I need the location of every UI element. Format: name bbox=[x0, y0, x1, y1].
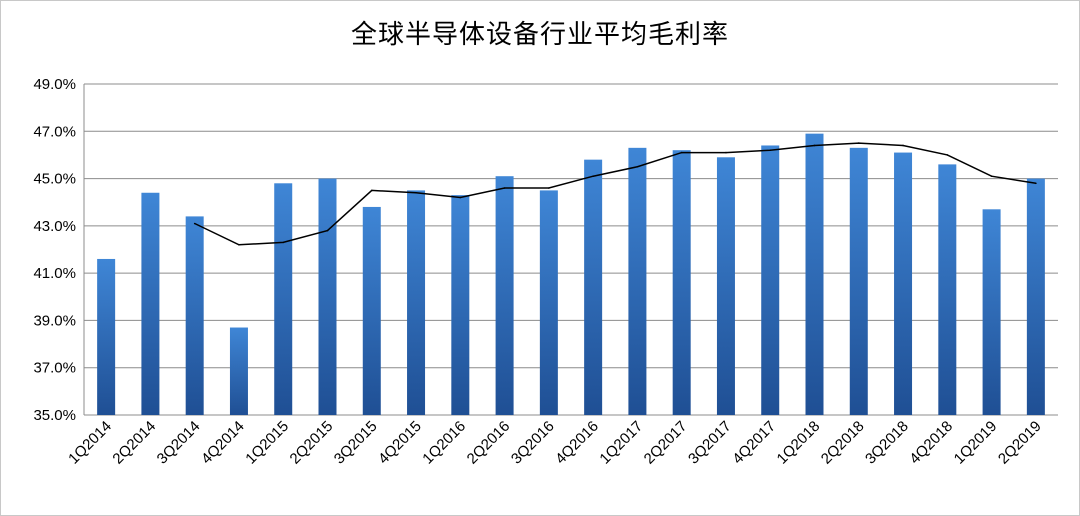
x-tick-label: 1Q2018 bbox=[774, 418, 824, 468]
bar-2Q2017 bbox=[672, 150, 691, 415]
line-point-1Q2015 bbox=[282, 241, 285, 244]
x-tick-label: 4Q2017 bbox=[729, 418, 779, 468]
bar-4Q2015 bbox=[407, 190, 426, 415]
line-point-1Q2016 bbox=[459, 196, 462, 199]
line-series bbox=[193, 142, 1037, 246]
x-tick-label: 4Q2018 bbox=[906, 418, 956, 468]
x-tick-label: 3Q2016 bbox=[508, 418, 558, 468]
x-tick-label: 2Q2018 bbox=[818, 418, 868, 468]
line-point-2Q2015 bbox=[326, 229, 329, 232]
x-tick-label: 1Q2016 bbox=[419, 418, 469, 468]
moving-average-line bbox=[194, 142, 1036, 246]
y-tick-label: 49.0% bbox=[33, 76, 76, 93]
y-tick-label: 45.0% bbox=[33, 171, 76, 188]
y-tick-label: 39.0% bbox=[33, 312, 76, 329]
bar-2Q2016 bbox=[495, 176, 514, 415]
bar-1Q2015 bbox=[274, 183, 293, 415]
bar-1Q2014 bbox=[97, 258, 116, 415]
y-tick-label: 47.0% bbox=[33, 123, 76, 140]
line-point-2Q2018 bbox=[857, 142, 860, 144]
chart-title: 全球半导体设备行业平均毛利率 bbox=[350, 20, 729, 50]
bar-4Q2017 bbox=[761, 145, 780, 415]
line-point-4Q2014 bbox=[238, 243, 240, 246]
x-tick-label: 1Q2017 bbox=[596, 418, 646, 468]
line-point-4Q2017 bbox=[769, 149, 772, 151]
bar-2Q2019 bbox=[1026, 178, 1045, 415]
bar-4Q2014 bbox=[229, 327, 248, 415]
x-tick-label: 4Q2016 bbox=[552, 418, 602, 468]
bar-2Q2014 bbox=[141, 192, 160, 415]
line-point-3Q2015 bbox=[370, 189, 373, 192]
x-tick-label: 3Q2015 bbox=[331, 418, 381, 468]
bar-3Q2014 bbox=[185, 216, 204, 415]
y-axis-ticks: 35.0% 37.0% 39.0% 41.0% 43.0% 45.0% 47.0% 49.0% bbox=[33, 76, 76, 424]
bar-2Q2015 bbox=[318, 178, 337, 415]
bar-3Q2015 bbox=[362, 206, 381, 415]
line-point-2Q2016 bbox=[503, 187, 506, 189]
x-tick-label: 1Q2014 bbox=[65, 418, 115, 468]
x-tick-label: 4Q2014 bbox=[198, 418, 248, 468]
bar-1Q2016 bbox=[451, 195, 470, 415]
bar-3Q2018 bbox=[894, 152, 913, 416]
y-tick-label: 35.0% bbox=[33, 407, 76, 424]
line-point-1Q2019 bbox=[990, 175, 993, 178]
bar-4Q2016 bbox=[584, 159, 603, 415]
x-axis-ticks: 1Q20142Q20143Q20144Q20141Q20152Q20153Q20… bbox=[65, 418, 1045, 468]
x-tick-label: 1Q2015 bbox=[242, 418, 292, 468]
bar-3Q2017 bbox=[716, 157, 735, 416]
line-point-3Q2018 bbox=[902, 144, 904, 147]
x-tick-label: 2Q2014 bbox=[109, 418, 159, 468]
bar-1Q2018 bbox=[805, 133, 824, 415]
line-point-3Q2014 bbox=[193, 222, 196, 225]
line-point-4Q2018 bbox=[946, 154, 949, 156]
bar-4Q2018 bbox=[938, 164, 957, 415]
line-point-4Q2015 bbox=[415, 191, 417, 194]
line-point-2Q2017 bbox=[680, 151, 683, 154]
line-point-1Q2018 bbox=[813, 144, 816, 147]
x-tick-label: 2Q2019 bbox=[995, 418, 1045, 468]
bar-2Q2018 bbox=[849, 147, 868, 416]
x-tick-label: 3Q2017 bbox=[685, 418, 735, 468]
x-tick-label: 4Q2015 bbox=[375, 418, 425, 468]
x-tick-label: 1Q2019 bbox=[951, 418, 1001, 468]
x-tick-label: 3Q2014 bbox=[154, 418, 204, 468]
y-tick-label: 37.0% bbox=[33, 360, 76, 377]
y-tick-label: 41.0% bbox=[33, 265, 76, 282]
line-point-3Q2016 bbox=[548, 187, 550, 189]
y-tick-label: 43.0% bbox=[33, 218, 76, 235]
line-point-1Q2017 bbox=[636, 165, 639, 168]
bar-series bbox=[97, 133, 1045, 416]
bar-1Q2019 bbox=[982, 209, 1001, 415]
line-point-4Q2016 bbox=[592, 175, 594, 178]
x-tick-label: 2Q2015 bbox=[287, 418, 337, 468]
bar-1Q2017 bbox=[628, 147, 647, 416]
x-tick-label: 2Q2017 bbox=[641, 418, 691, 468]
line-point-2Q2019 bbox=[1035, 182, 1037, 185]
x-tick-label: 2Q2016 bbox=[464, 418, 514, 468]
line-point-3Q2017 bbox=[725, 151, 727, 154]
x-tick-label: 3Q2018 bbox=[862, 418, 912, 468]
bar-3Q2016 bbox=[539, 190, 558, 415]
